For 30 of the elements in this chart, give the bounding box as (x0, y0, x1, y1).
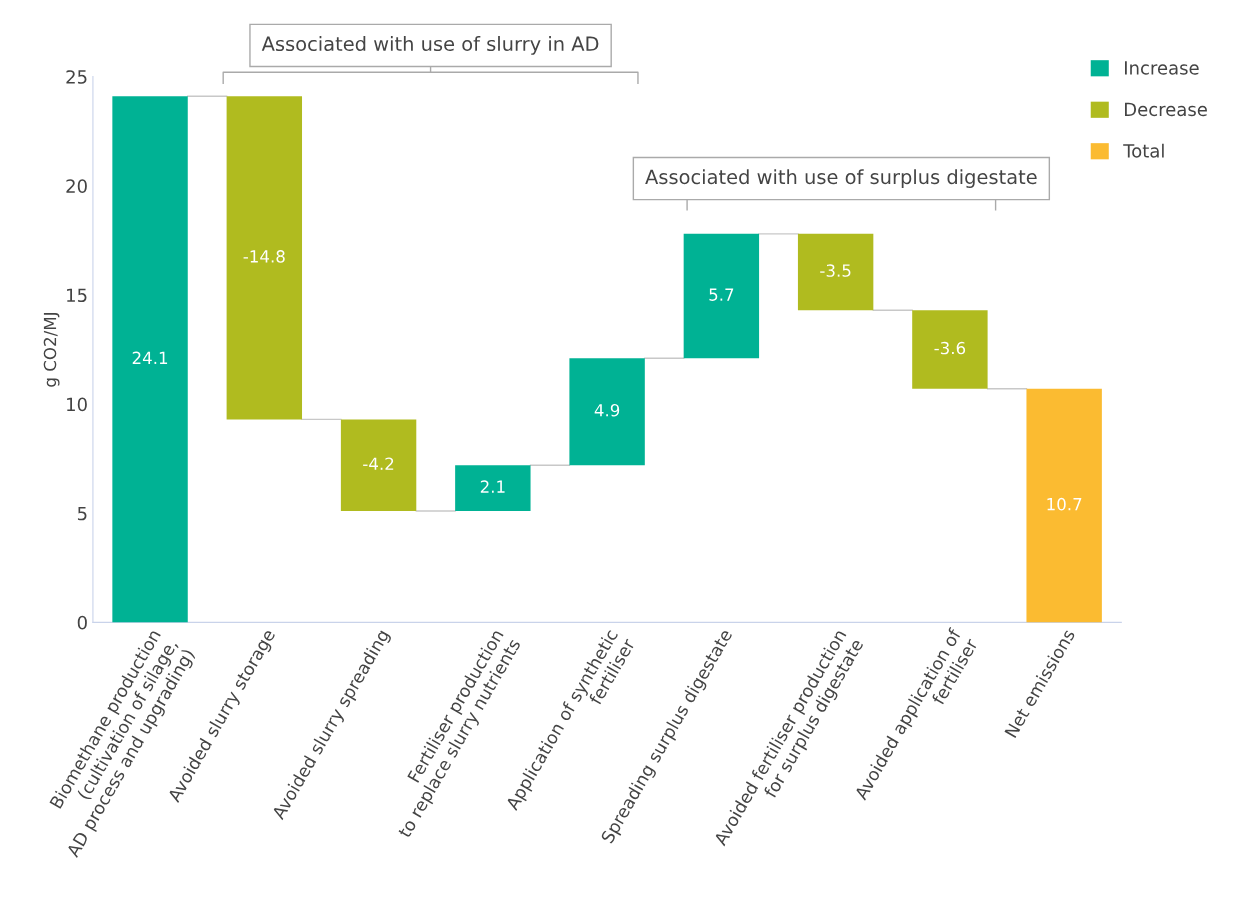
data-label: 24.1 (132, 351, 168, 364)
bar (797, 233, 874, 311)
bar (112, 96, 188, 623)
y-tick-label: 20 (66, 179, 87, 193)
y-tick-label: 10 (67, 397, 87, 412)
text: Associated with use of slurry in AD (261, 36, 599, 55)
bar (683, 233, 760, 359)
bar (569, 358, 645, 466)
data-label: 5.7 (709, 288, 734, 301)
y-axis-title: g CO2/MJ (43, 313, 60, 387)
y-tick-label: 25 (66, 70, 87, 84)
data-label: 2.1 (480, 480, 505, 493)
data-label: -4.2 (363, 457, 394, 470)
y-tick-label: 15 (67, 288, 87, 303)
data-label: 4.9 (594, 403, 620, 417)
y-tick-label: 5 (77, 506, 87, 521)
legend-label: Decrease (1125, 102, 1207, 117)
data-label: -3.5 (820, 264, 851, 277)
bar (1026, 388, 1102, 623)
data-label: 10.7 (1047, 497, 1082, 511)
annotation: Associated with use of surplus digestate (645, 169, 1037, 188)
bar (455, 465, 531, 512)
data-label: -3.6 (934, 341, 966, 355)
bar (226, 96, 303, 420)
bar (912, 310, 988, 389)
bar (340, 419, 417, 512)
y-tick-label: 0 (77, 615, 87, 630)
legend-label: Total (1123, 143, 1164, 158)
legend-label: Increase (1125, 61, 1199, 75)
data-label: -14.8 (243, 250, 285, 263)
